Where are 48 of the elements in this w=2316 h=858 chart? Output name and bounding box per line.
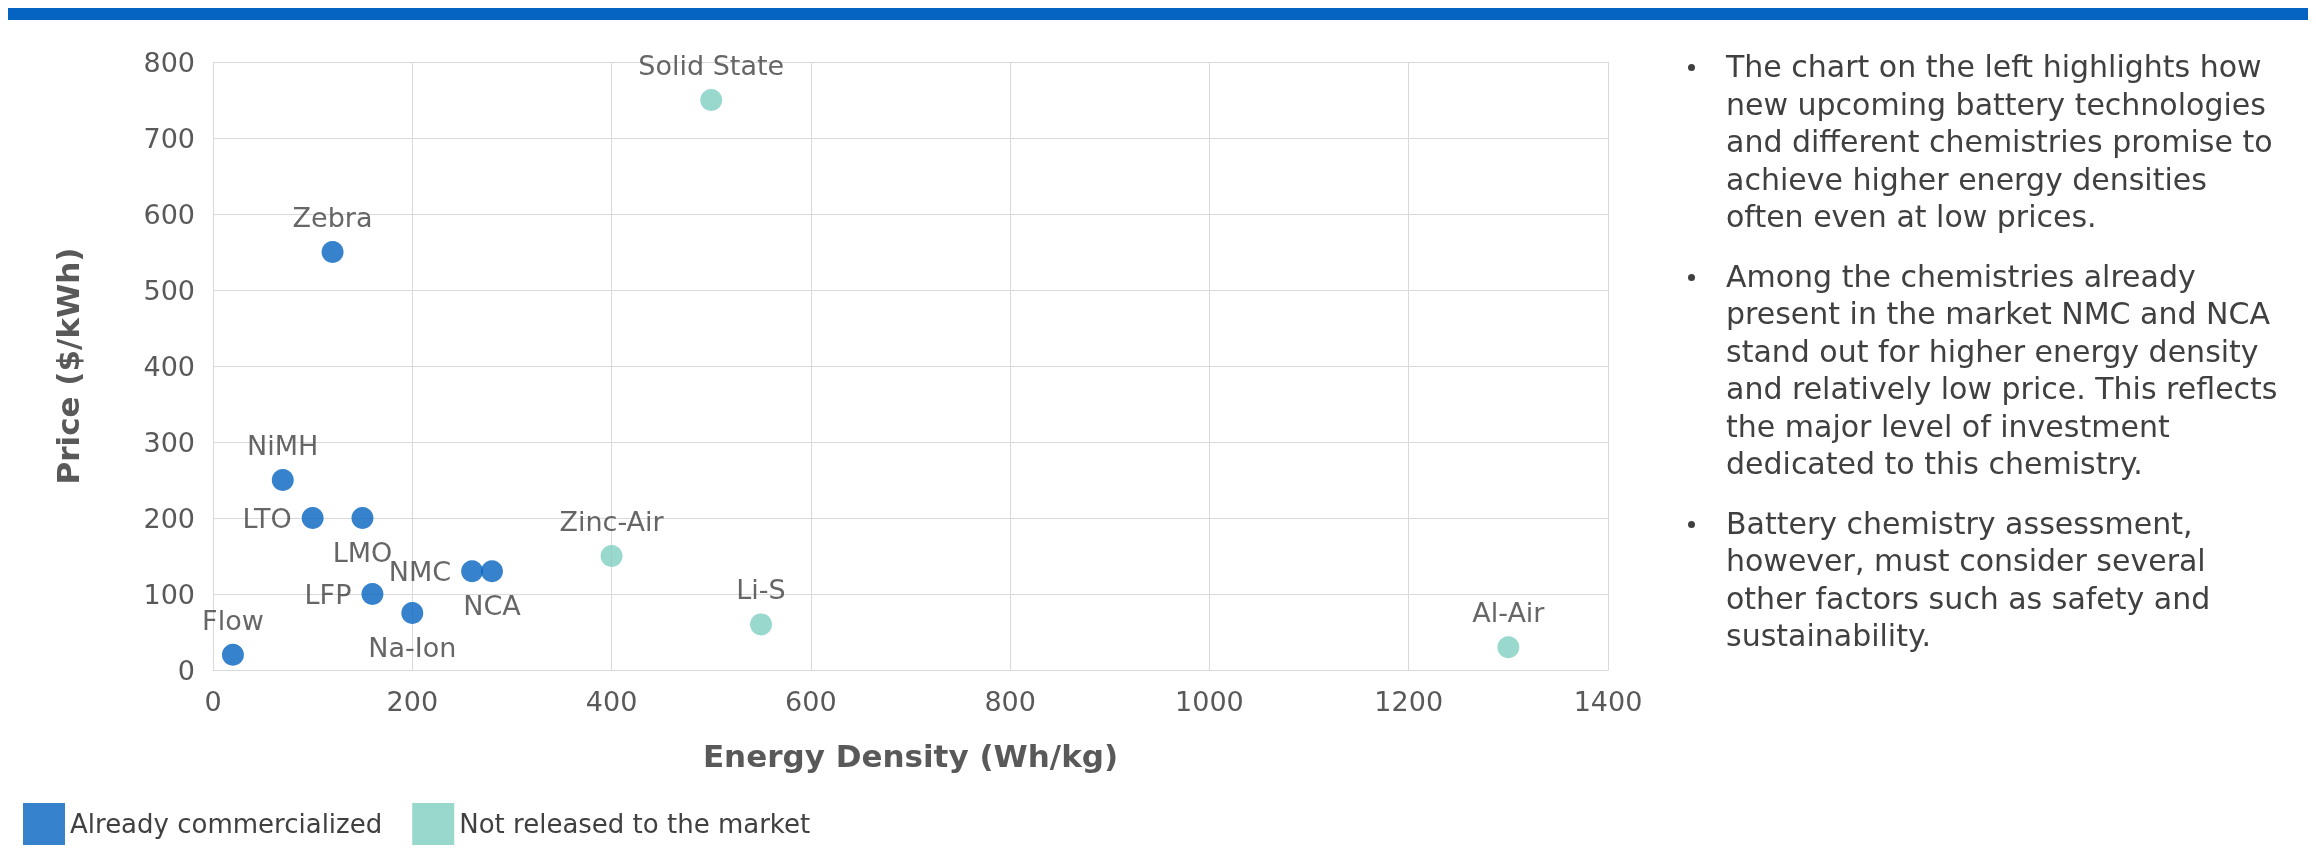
point <box>600 545 623 567</box>
y-tick-label: 200 <box>143 502 195 534</box>
data-label: Al-Air <box>1472 597 1546 629</box>
point <box>700 89 723 111</box>
y-tick-label: 100 <box>143 578 195 610</box>
data-label: Zebra <box>292 202 373 233</box>
x-tick-label: 800 <box>984 686 1036 717</box>
legend-label: Not released to the market <box>459 809 811 839</box>
data-label: Na-Ion <box>368 632 457 663</box>
y-tick-label: 300 <box>143 426 195 458</box>
y-tick-label: 400 <box>143 350 195 382</box>
x-tick-label: 1400 <box>1573 686 1643 717</box>
x-tick-label: 0 <box>204 686 222 717</box>
legend-label: Already commercialized <box>70 809 383 839</box>
text: Among the chemistries already present in the market NMC and NCA stand out for higher energy density and relatively low price. This reflects the major level of investment dedicated to this chemistry. <box>1726 257 2278 483</box>
data-label: NiMH <box>247 430 319 461</box>
point <box>301 507 324 529</box>
data-label: Li-S <box>736 574 786 606</box>
point <box>351 507 374 529</box>
point <box>321 241 344 263</box>
point <box>1497 636 1520 659</box>
y-axis-title: Price ($/kWh) <box>49 247 86 485</box>
x-tick-label: 200 <box>386 686 439 717</box>
point <box>361 583 384 605</box>
data-label: Zinc-Air <box>559 506 665 537</box>
y-tick-label: 800 <box>143 46 195 78</box>
text: Battery chemistry assessment, however, must consider several other factors such as safety and sustainability. <box>1726 504 2212 655</box>
x-axis-title: Energy Density (Wh/kg) <box>702 737 1119 774</box>
data-label: Flow <box>202 604 264 636</box>
y-tick-label: 700 <box>143 122 195 154</box>
data-label: NCA <box>463 590 522 622</box>
point <box>461 560 484 583</box>
text: The chart on the left highlights how new upcoming battery technologies and different chemistries promise to achieve higher energy densities often even at low prices. <box>1726 48 2274 236</box>
x-tick-label: 600 <box>785 686 837 717</box>
x-tick-label: 1200 <box>1374 686 1444 717</box>
y-tick-label: 0 <box>177 654 195 686</box>
data-label: LFP <box>304 578 352 610</box>
y-tick-label: 500 <box>143 274 195 306</box>
data-label: Solid State <box>638 50 785 81</box>
x-tick-label: 1000 <box>1175 686 1244 717</box>
point <box>401 602 424 624</box>
point <box>481 560 503 583</box>
point <box>750 613 773 636</box>
y-tick-label: 600 <box>143 198 195 230</box>
point <box>271 469 294 491</box>
point <box>221 643 244 666</box>
x-tick-label: 400 <box>585 686 638 717</box>
data-label: LTO <box>242 502 292 534</box>
